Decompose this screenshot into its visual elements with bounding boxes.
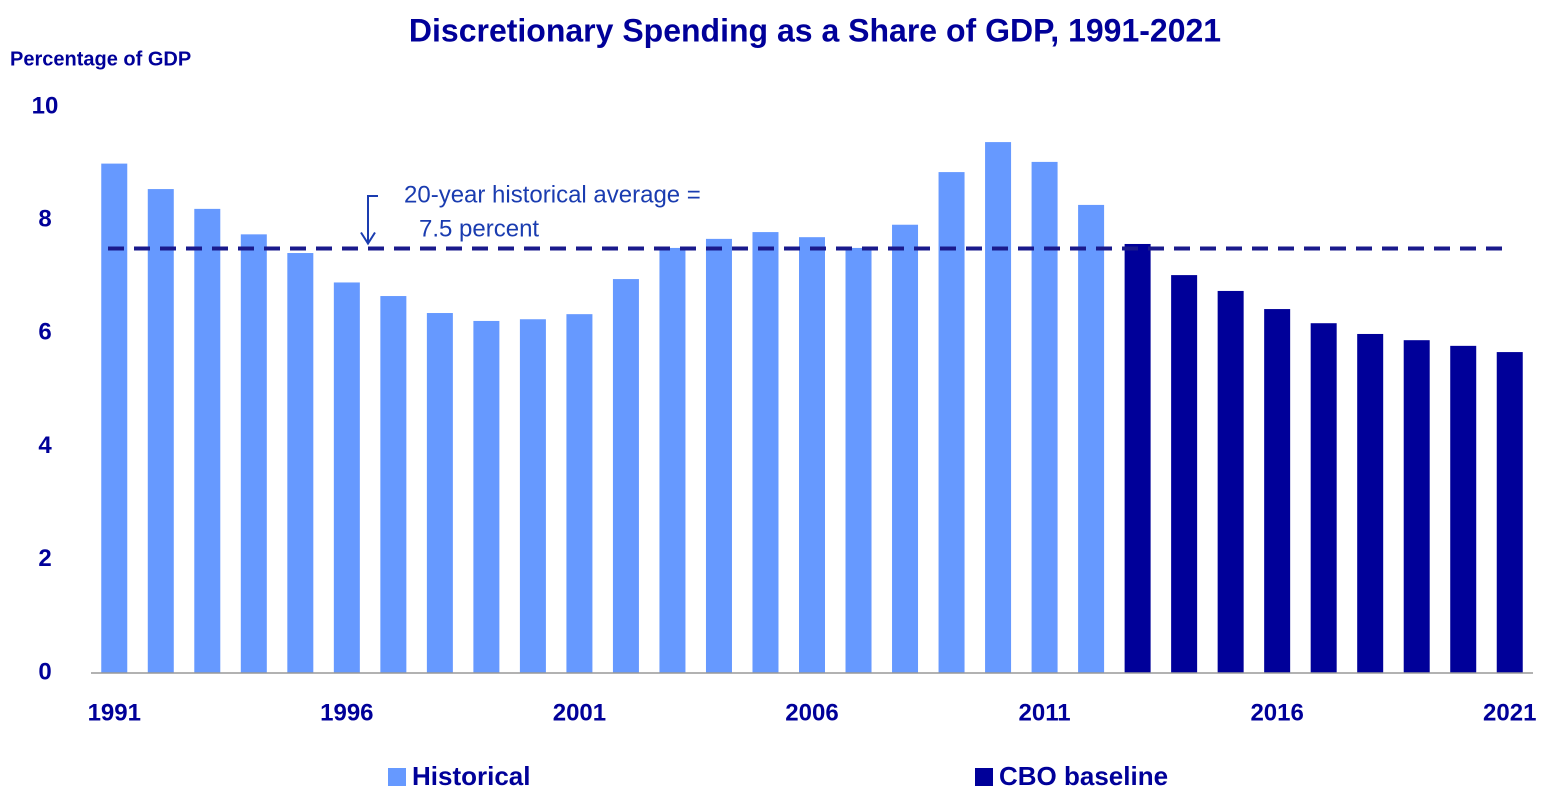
- x-tick-label: 1996: [320, 699, 373, 726]
- bar: [659, 247, 686, 673]
- legend-swatch: [975, 768, 993, 786]
- bar: [566, 314, 593, 673]
- y-axis-label: Percentage of GDP: [10, 48, 191, 70]
- y-tick-label: 8: [38, 206, 51, 233]
- legend-label: CBO baseline: [999, 761, 1168, 791]
- bar: [705, 238, 732, 674]
- bar: [333, 282, 360, 673]
- bar: [1496, 352, 1523, 673]
- y-tick-label: 6: [38, 319, 51, 346]
- x-tick-label: 2011: [1019, 699, 1071, 726]
- legend-label: Historical: [412, 761, 531, 791]
- bar: [1310, 323, 1337, 673]
- bar: [612, 279, 639, 673]
- bar: [892, 224, 919, 673]
- annotation-arrow: [360, 195, 378, 246]
- chart-title: Discretionary Spending as a Share of GDP…: [409, 12, 1221, 48]
- bar: [1450, 345, 1477, 673]
- bar: [1217, 290, 1244, 673]
- x-tick-label: 2006: [785, 699, 838, 726]
- y-tick-label: 10: [32, 92, 59, 119]
- bar: [1357, 333, 1384, 673]
- x-tick-label: 2021: [1483, 699, 1536, 726]
- bar: [1031, 161, 1058, 674]
- bar: [473, 320, 500, 673]
- legend-swatch: [388, 768, 406, 786]
- bar: [1124, 243, 1151, 674]
- bar: [101, 163, 128, 673]
- y-tick-label: 2: [38, 545, 51, 572]
- bar: [938, 172, 965, 673]
- bar: [426, 313, 453, 673]
- bar: [752, 232, 779, 673]
- bar: [240, 234, 267, 673]
- bar: [985, 142, 1012, 674]
- bar: [1078, 204, 1105, 673]
- annotation: 7.5 percent: [419, 215, 539, 242]
- bar: [1264, 309, 1291, 673]
- bar: [799, 237, 825, 673]
- bar: [380, 296, 407, 673]
- y-tick-label: 4: [38, 432, 52, 459]
- bar: [519, 319, 546, 673]
- bar: [845, 247, 872, 673]
- bar: [1171, 275, 1198, 673]
- annotation: 20-year historical average =: [404, 181, 701, 208]
- x-tick-label: 1991: [88, 699, 141, 726]
- bar: [147, 189, 174, 673]
- x-tick-label: 2016: [1250, 699, 1303, 726]
- y-tick-label: 0: [38, 658, 51, 685]
- bar: [287, 253, 314, 673]
- x-tick-label: 2001: [553, 699, 606, 726]
- bar: [1403, 340, 1430, 673]
- bar: [194, 208, 221, 673]
